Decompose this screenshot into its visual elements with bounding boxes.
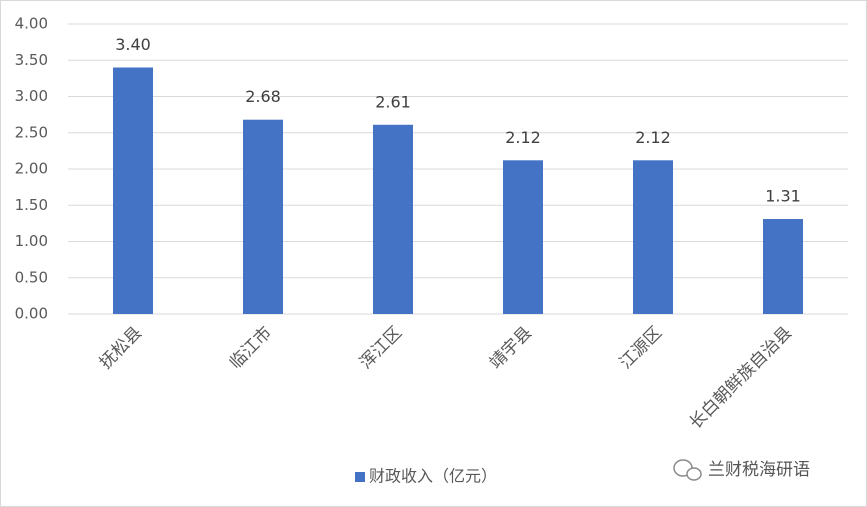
value-label: 2.61	[375, 92, 411, 111]
y-tick-label: 2.50	[15, 123, 48, 141]
watermark-text: 兰财税海研语	[708, 460, 810, 480]
y-tick-label: 1.00	[15, 232, 48, 250]
value-label: 3.40	[115, 35, 151, 54]
watermark-icon	[686, 467, 702, 481]
legend-label: 财政收入（亿元）	[369, 467, 497, 486]
y-tick-label: 3.50	[15, 51, 48, 69]
y-tick-label: 1.50	[15, 196, 48, 214]
bar	[113, 67, 153, 314]
value-label: 2.68	[245, 87, 281, 106]
bar	[633, 160, 673, 314]
y-tick-label: 2.00	[15, 160, 48, 178]
watermark: 兰财税海研语	[673, 459, 810, 481]
y-tick-label: 0.00	[15, 305, 48, 323]
value-label: 2.12	[505, 128, 541, 147]
legend-swatch	[355, 472, 365, 482]
bar	[243, 119, 283, 314]
y-tick-label: 0.50	[15, 268, 48, 286]
value-label: 2.12	[635, 128, 671, 147]
y-tick-label: 3.00	[15, 87, 48, 105]
value-label: 1.31	[765, 187, 801, 206]
bar	[763, 219, 803, 314]
bar	[503, 160, 543, 314]
bar	[373, 124, 413, 315]
y-tick-label: 4.00	[15, 15, 48, 33]
